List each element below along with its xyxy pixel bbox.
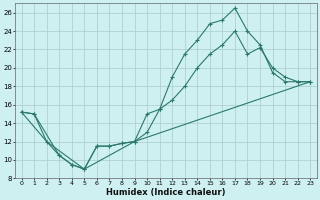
X-axis label: Humidex (Indice chaleur): Humidex (Indice chaleur) bbox=[106, 188, 226, 197]
